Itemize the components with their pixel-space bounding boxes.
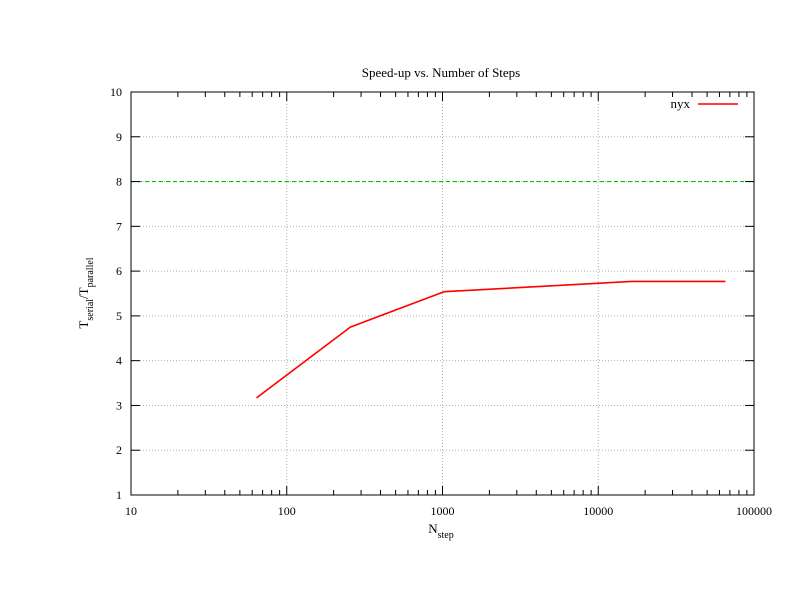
grid-lines bbox=[131, 92, 754, 495]
y-tick-label: 9 bbox=[116, 130, 122, 144]
y-tick-label: 7 bbox=[116, 219, 122, 233]
x-tick-label: 100 bbox=[278, 504, 296, 518]
y-tick-label: 5 bbox=[116, 309, 122, 323]
y-tick-label: 10 bbox=[110, 85, 122, 99]
x-tick-label: 10 bbox=[125, 504, 137, 518]
x-axis-label: Nstep bbox=[428, 521, 454, 541]
chart-title: Speed-up vs. Number of Steps bbox=[362, 65, 521, 80]
y-axis-label-sub1: serial bbox=[85, 299, 96, 321]
x-tick-label: 10000 bbox=[583, 504, 613, 518]
legend-label: nyx bbox=[671, 96, 691, 111]
series-line-nyx bbox=[256, 280, 726, 399]
y-axis-label-sep: /T bbox=[76, 287, 91, 299]
y-axis-label-sub2: parallel bbox=[85, 257, 96, 287]
y-tick-label: 6 bbox=[116, 264, 122, 278]
x-tick-label: 100000 bbox=[736, 504, 772, 518]
y-tick-label: 4 bbox=[116, 354, 122, 368]
axis-ticks bbox=[130, 91, 755, 496]
x-tick-labels: 10 100 1000 10000 100000 bbox=[125, 504, 772, 518]
x-axis-label-main: N bbox=[428, 521, 438, 536]
y-tick-label: 3 bbox=[116, 398, 122, 412]
y-tick-labels: 1 2 3 4 5 6 7 8 9 10 bbox=[110, 85, 122, 502]
y-tick-label: 8 bbox=[116, 175, 122, 189]
x-axis-label-sub: step bbox=[438, 530, 454, 541]
y-tick-label: 1 bbox=[116, 488, 122, 502]
y-axis-label-main: T bbox=[76, 321, 91, 329]
y-axis-label: Tserial/Tparallel bbox=[76, 257, 96, 328]
legend: nyx bbox=[671, 96, 738, 111]
series-lines bbox=[256, 280, 726, 399]
y-tick-label: 2 bbox=[116, 443, 122, 457]
x-tick-label: 1000 bbox=[431, 504, 455, 518]
